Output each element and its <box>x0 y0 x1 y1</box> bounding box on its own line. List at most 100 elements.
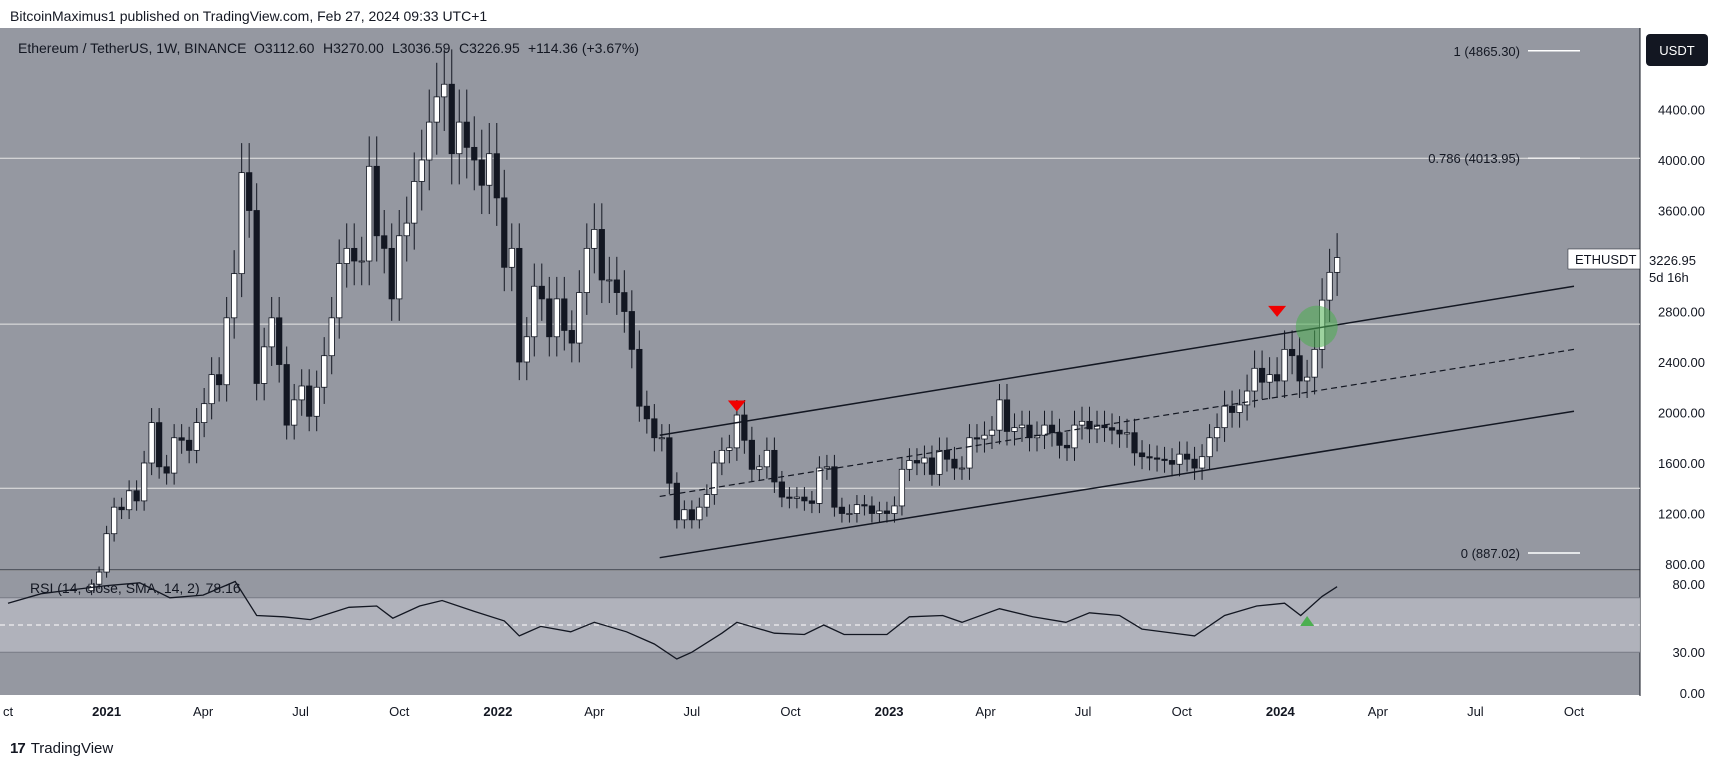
candle-body <box>268 317 275 348</box>
candle-body <box>381 235 388 249</box>
candle-body <box>613 279 620 293</box>
candle-body <box>853 504 861 514</box>
candle-body <box>561 298 568 331</box>
candle-body <box>1063 444 1071 449</box>
candle-body <box>1183 453 1191 460</box>
footer: 17 TradingView <box>10 738 113 758</box>
candle-body <box>936 449 943 475</box>
candle-body <box>846 513 853 515</box>
last-price-bg <box>1641 248 1719 286</box>
candle-body <box>1048 424 1056 434</box>
candle-body <box>1304 376 1311 382</box>
tradingview-brand: TradingView <box>30 739 114 757</box>
candle-body <box>913 460 921 464</box>
candle-body <box>216 374 223 386</box>
candle-body <box>1146 456 1153 459</box>
candle-body <box>426 121 433 161</box>
candle-body <box>1153 457 1161 460</box>
candle-body <box>1311 348 1318 378</box>
candle-body <box>118 506 125 511</box>
candle-body <box>688 509 695 521</box>
candle-body <box>658 437 665 440</box>
time-tick-label: Jul <box>292 704 309 719</box>
candle-body <box>891 505 898 514</box>
candle-body <box>1236 404 1243 413</box>
price-tick-label: 1600.00 <box>1658 456 1705 471</box>
bearish-arrow-icon <box>1268 305 1287 317</box>
price-axis-bg <box>1640 28 1720 696</box>
price-tick-label: 4000.00 <box>1658 153 1705 168</box>
candle-body <box>1161 458 1168 461</box>
time-tick-label: Jul <box>684 704 701 719</box>
candle-body <box>246 172 253 211</box>
rsi-tick-label: 30.00 <box>1672 645 1705 660</box>
symbol-label-bg <box>1567 248 1641 270</box>
candle-body <box>1131 432 1138 454</box>
candle-body <box>456 121 463 155</box>
candle-body <box>973 437 981 440</box>
candle-body <box>1138 452 1146 458</box>
candle-body <box>298 385 305 401</box>
candle-body <box>1258 367 1266 383</box>
time-tick-label: 2024 <box>1266 704 1296 719</box>
candle-body <box>966 437 973 469</box>
candle-body <box>538 285 545 300</box>
candle-body <box>681 509 688 521</box>
time-tick-label: 2022 <box>483 704 512 719</box>
close-label: C <box>459 40 469 56</box>
candle-body <box>898 468 906 507</box>
candle-body <box>501 197 508 268</box>
currency-label: USDT <box>1659 43 1694 58</box>
candle-body <box>1011 427 1018 432</box>
candle-body <box>366 165 373 262</box>
countdown-label: 5d 16h <box>1649 270 1689 285</box>
candle-body <box>148 422 155 464</box>
candle-body <box>1056 432 1063 446</box>
publish-header: BitcoinMaximus1 published on TradingView… <box>10 8 488 24</box>
candle-body <box>201 403 208 424</box>
candle-body <box>1086 420 1093 430</box>
candle-body <box>981 434 988 440</box>
candle-body <box>411 181 418 224</box>
channel-upper-line <box>659 285 1575 436</box>
channel-mid-line <box>659 348 1575 498</box>
price-tick-label: 1200.00 <box>1658 507 1705 522</box>
candle-body <box>808 500 816 504</box>
candle-body <box>951 458 958 469</box>
time-tick-label: 2021 <box>92 704 121 719</box>
svg-text:L3036.59: L3036.59 <box>392 40 451 56</box>
fib-level-label: 0.786 (4013.95) <box>1428 151 1520 166</box>
candle-body <box>868 505 876 514</box>
candle-body <box>883 510 891 514</box>
candle-body <box>1273 374 1281 382</box>
candle-body <box>1108 427 1116 431</box>
candle-body <box>741 414 748 441</box>
candle-body <box>358 260 365 263</box>
open-label: O <box>254 40 265 56</box>
time-tick-label: Oct <box>1172 704 1193 719</box>
candle-body <box>193 422 200 451</box>
candle-body <box>1041 424 1048 436</box>
price-tick-label: 3600.00 <box>1658 204 1705 219</box>
candle-body <box>253 210 260 384</box>
candle-body <box>1071 424 1078 449</box>
candle-body <box>186 439 193 451</box>
candle-body <box>523 336 530 363</box>
candle-body <box>838 506 846 514</box>
candle-body <box>1018 424 1026 429</box>
time-tick-label: Apr <box>1368 704 1389 719</box>
candle-body <box>1176 453 1183 465</box>
candle-body <box>778 481 785 498</box>
candle-body <box>996 399 1003 431</box>
candle-body <box>276 317 283 365</box>
currency-badge[interactable] <box>1646 34 1708 66</box>
candle-body <box>133 490 140 502</box>
candle-body <box>553 298 560 338</box>
candle-body <box>1326 271 1333 301</box>
candle-body <box>516 247 523 363</box>
candle-body <box>396 235 403 300</box>
candle-body <box>463 121 470 148</box>
candle-body <box>418 159 425 182</box>
candle-body <box>156 422 163 468</box>
price-tick-label: 800.00 <box>1665 557 1705 572</box>
